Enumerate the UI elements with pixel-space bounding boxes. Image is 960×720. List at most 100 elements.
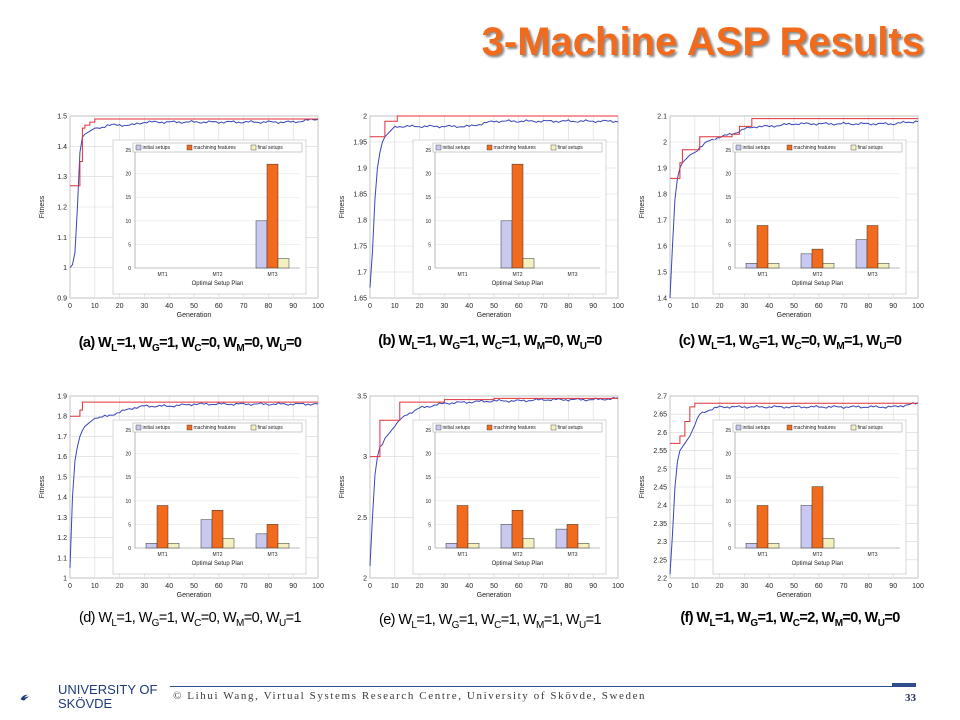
inset-bar	[211, 509, 224, 549]
inset-bar-chart: 0 5 10 15 20 25 MT1 MT2 MT3 Optimal Setup Plan ini…	[112, 139, 307, 295]
inset-bar	[822, 263, 835, 269]
inset-frame	[412, 139, 607, 295]
inset-y-tick-label: 0	[128, 546, 131, 552]
inset-y-tick-label: 20	[125, 172, 131, 178]
caption-subscript: L	[411, 340, 418, 352]
inset-category-label: MT2	[513, 552, 523, 558]
legend-label: final setups	[258, 145, 284, 151]
best-fitness-line	[670, 118, 918, 179]
x-tick-label: 70	[840, 583, 848, 590]
caption-text: =0, W	[801, 333, 837, 349]
legend-swatch	[135, 424, 142, 431]
legend-swatch	[135, 144, 142, 151]
x-tick-label: 0	[68, 583, 72, 590]
inset-y-tick-label: 10	[425, 499, 431, 505]
x-tick-label: 80	[865, 303, 873, 310]
caption-e: (e) WL=1, WG=1, WC=1, WM=1, WU=1	[340, 612, 640, 631]
y-tick-label: 2.2	[657, 576, 667, 583]
slide-title: 3-Machine ASP Results	[481, 20, 924, 64]
inset-bar	[200, 519, 213, 549]
x-tick-label: 50	[790, 303, 798, 310]
inset-category-label: MT3	[268, 272, 278, 278]
inset-bar	[511, 509, 524, 549]
legend-label: initial setups	[443, 425, 471, 431]
inset-y-tick-label: 0	[728, 266, 731, 272]
caption-text: =0, W	[243, 610, 280, 626]
inset-bar	[745, 543, 758, 549]
y-tick-label: 1.4	[657, 296, 667, 303]
inset-bar	[822, 538, 835, 549]
inset-bar	[255, 220, 268, 269]
y-tick-label: 2.35	[653, 521, 667, 528]
inset-x-axis-label: Optimal Setup Plan	[492, 561, 544, 567]
caption-text: =1, W	[416, 612, 452, 628]
logo-line2: SKÖVDE	[58, 696, 113, 711]
x-tick-label: 40	[765, 303, 773, 310]
y-tick-label: 1.2	[57, 205, 67, 212]
legend-label: machining features	[494, 145, 537, 151]
chart-b: 0 10 20 30 40 50 60 70 80 90 100 1.65 1.7 1.75 1.8 1.85…	[330, 108, 630, 323]
inset-x-axis-label: Optimal Setup Plan	[792, 561, 844, 567]
x-tick-label: 70	[240, 583, 248, 590]
caption-text: =1, W	[158, 610, 195, 626]
y-tick-label: 1.8	[357, 218, 367, 225]
caption-text: =0	[884, 610, 900, 626]
caption-text: =1, W	[116, 335, 153, 351]
inset-y-tick-label: 15	[125, 195, 131, 201]
x-tick-label: 30	[441, 583, 449, 590]
y-tick-label: 1.2	[57, 535, 67, 542]
caption-text: =0	[885, 333, 902, 349]
x-tick-label: 50	[490, 583, 498, 590]
inset-y-tick-label: 5	[128, 522, 131, 528]
inset-bar	[266, 163, 279, 269]
inset-bar-chart: 0 5 10 15 20 25 MT1 MT2 MT3 Optimal Setup Plan ini…	[412, 139, 607, 295]
x-tick-label: 30	[741, 303, 749, 310]
inset-bar	[745, 263, 758, 269]
chart-e-svg: 0 10 20 30 40 50 60 70 80 90 10022.533.5Generation…	[339, 394, 624, 600]
y-tick-label: 2.55	[653, 448, 667, 455]
x-tick-label: 70	[540, 303, 548, 310]
inset-y-tick-label: 10	[425, 219, 431, 225]
x-tick-label: 60	[815, 303, 823, 310]
x-tick-label: 40	[465, 303, 473, 310]
inset-y-tick-label: 20	[725, 452, 731, 458]
legend-label: machining features	[194, 145, 237, 151]
y-axis-label: Fitness	[39, 195, 46, 218]
caption-text: =1	[285, 610, 302, 626]
y-tick-label: 1.1	[57, 235, 67, 242]
caption-subscript: L	[711, 340, 717, 352]
legend-swatch	[735, 424, 742, 431]
legend-swatch	[786, 144, 793, 151]
inset-legend: initial setups machining features final se…	[432, 142, 603, 153]
y-tick-label: 1.5	[657, 270, 667, 277]
inset-bar-chart: 0 5 10 15 20 25 MT1 MT2 MT3 Optimal Setup Plan ini…	[412, 419, 607, 575]
caption-f: (f) WL=1, WG=1, WC=2, WM=0, WU=0	[640, 610, 940, 629]
y-tick-label: 1.5	[57, 114, 67, 121]
caption-a: (a) WL=1, WG=1, WC=0, WM=0, WU=0	[40, 335, 340, 354]
inset-bar	[222, 538, 235, 549]
chart-e: 0 10 20 30 40 50 60 70 80 90 100 2 2.5 3 3.5 Generation…	[330, 388, 630, 603]
inset-category-label: MT2	[813, 552, 823, 558]
inset-bar	[467, 543, 480, 549]
y-tick-label: 1.7	[57, 434, 67, 441]
inset-x-axis-label: Optimal Setup Plan	[792, 281, 844, 287]
x-axis-label: Generation	[777, 312, 812, 319]
caption-text: =1, W	[116, 610, 152, 626]
caption-d: (d) WL=1, WG=1, WC=0, WM=0, WU=1	[40, 610, 340, 629]
x-tick-label: 50	[190, 583, 198, 590]
footer-copyright: © Lihui Wang, Virtual Systems Research C…	[173, 690, 647, 702]
x-tick-label: 30	[741, 583, 749, 590]
caption-subscript: C	[194, 617, 201, 629]
inset-bar	[577, 543, 590, 549]
chart-c: 0 10 20 30 40 50 60 70 80 90 100 1.4 1.5 1.6 1.7 1.8 1.9…	[630, 108, 930, 323]
inset-y-tick-label: 0	[428, 266, 431, 272]
inset-y-tick-label: 5	[428, 522, 431, 528]
x-tick-label: 70	[540, 583, 548, 590]
legend-label: initial setups	[743, 145, 771, 151]
legend-swatch	[850, 144, 857, 151]
x-tick-label: 20	[416, 303, 424, 310]
caption-subscript: U	[279, 342, 286, 354]
x-tick-label: 90	[289, 583, 297, 590]
caption-subscript: G	[751, 340, 760, 352]
x-tick-label: 100	[312, 583, 324, 590]
